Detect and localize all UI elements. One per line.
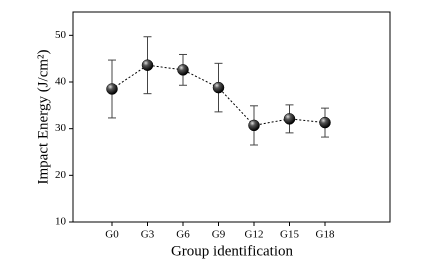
x-tick-label: G12 (245, 229, 264, 241)
y-tick-label: 10 (55, 216, 67, 228)
x-tick-label: G3 (141, 229, 155, 241)
y-tick-label: 30 (55, 122, 67, 134)
data-point (248, 119, 260, 132)
y-tick-label: 40 (55, 76, 67, 88)
data-point (106, 83, 118, 95)
y-tick-label: 20 (55, 169, 67, 181)
data-point (141, 59, 154, 71)
x-tick-label: G18 (316, 229, 335, 241)
x-tick-label: G0 (105, 229, 119, 241)
data-point (283, 113, 296, 125)
x-tick-label: G9 (212, 229, 226, 241)
plot-frame (72, 11, 391, 223)
y-axis-title: Impact Energy (J/cm²) (35, 49, 51, 184)
y-tick-label: 50 (55, 29, 67, 41)
data-point (177, 64, 189, 76)
x-tick-label: G6 (176, 229, 190, 241)
data-point (212, 81, 225, 94)
x-tick-label: G15 (280, 229, 299, 241)
data-point (319, 116, 331, 129)
x-axis-title: Group identification (171, 243, 294, 259)
